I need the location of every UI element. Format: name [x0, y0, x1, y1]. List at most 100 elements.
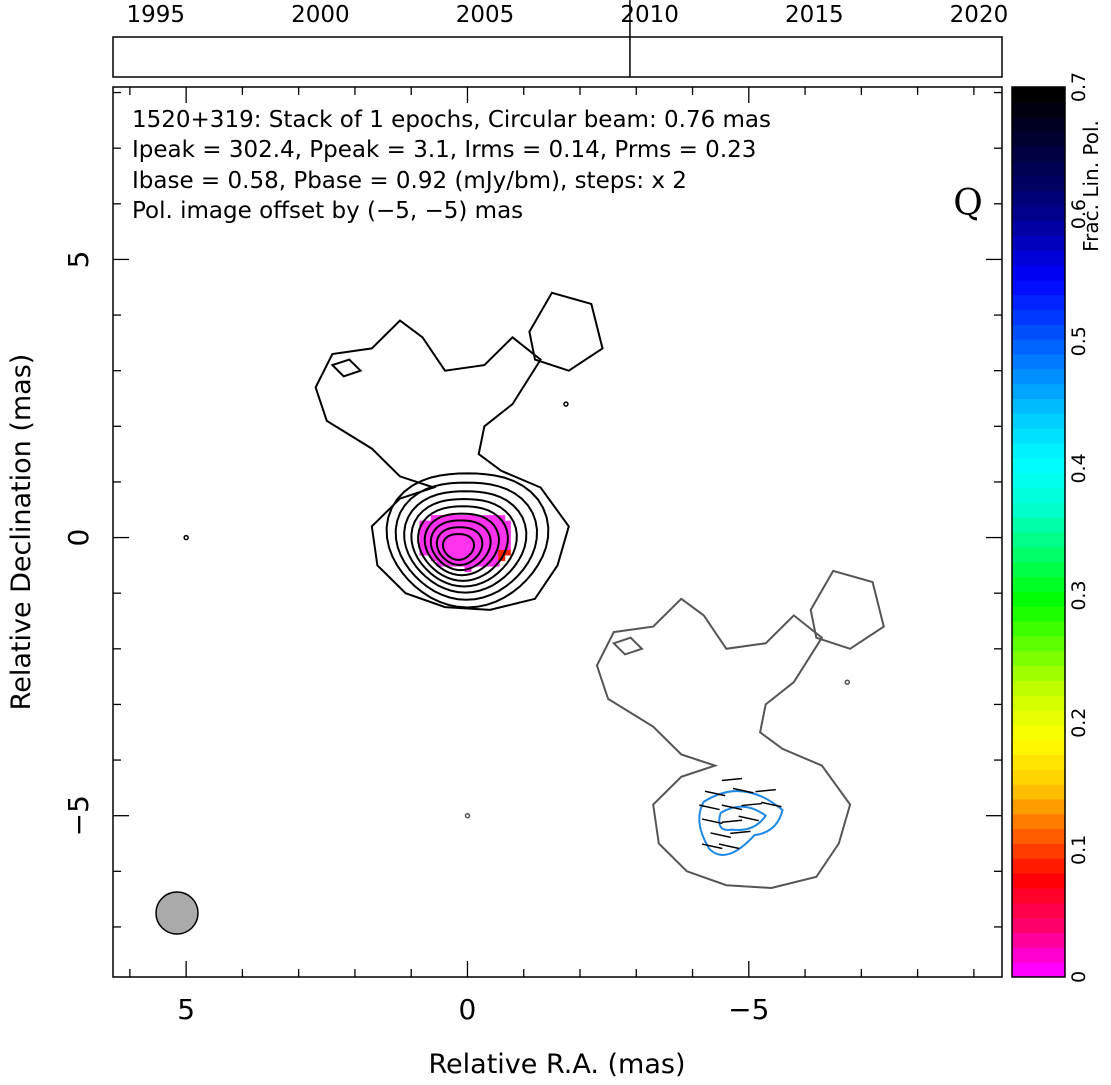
colorbar-swatch	[1012, 724, 1065, 741]
frac-pol-pixel	[453, 537, 461, 545]
frac-pol-pixel	[436, 537, 444, 545]
frac-pol-pixel	[436, 526, 444, 534]
colorbar-swatch	[1012, 145, 1065, 162]
x-tick-labels: 5 0 −5	[177, 993, 769, 1026]
evpa-tick	[701, 818, 723, 825]
colorbar-tick-label: 0	[1068, 971, 1090, 983]
colorbar-swatch	[1012, 175, 1065, 192]
frac-pol-pixel	[447, 520, 455, 528]
frac-pol-pixel	[464, 526, 472, 534]
plot-frame	[112, 86, 1003, 978]
colorbar-tick-label: 0.7	[1068, 72, 1090, 102]
colorbar-swatch	[1012, 309, 1065, 325]
colorbar-tick-label: 0.6	[1068, 199, 1090, 229]
colorbar-swatch	[1012, 131, 1065, 147]
colorbar-swatch	[1012, 116, 1065, 132]
colorbar-tick-label: 0.1	[1068, 835, 1090, 865]
frac-pol-pixel	[503, 548, 511, 556]
frac-pol-pixel	[458, 554, 466, 562]
frac-pol-pixel	[498, 515, 506, 523]
frac-pol-pixel	[458, 542, 466, 550]
colorbar-swatch	[1012, 323, 1065, 340]
stokes-i-contours-core	[183, 291, 604, 611]
colorbar-swatch	[1012, 516, 1065, 533]
colorbar-tick-label: 0.5	[1068, 326, 1090, 356]
evpa-tick	[741, 802, 762, 807]
frac-pol-pixel	[470, 531, 478, 539]
frac-pol-pixel	[486, 548, 494, 556]
frac-pol-pixel	[419, 531, 427, 539]
y-tick-label: 5	[62, 251, 95, 269]
frac-pol-pixel	[436, 542, 444, 550]
colorbar-swatch	[1012, 946, 1065, 963]
header-line-3: Ibase = 0.58, Pbase = 0.92 (mJy/bm), ste…	[132, 168, 687, 194]
colorbar-swatch	[1012, 457, 1065, 474]
evpa-tick	[730, 830, 751, 835]
y-tick-labels: 5 0 −5	[62, 251, 95, 837]
frac-pol-pixel	[447, 515, 455, 523]
map-panel: 5 0 −5 5 0 −5 1520+319: Stack of 1 epochs, C…	[6, 86, 1003, 1080]
frac-pol-pixel	[430, 515, 438, 523]
colorbar-swatch	[1012, 472, 1065, 488]
colorbar-swatch	[1012, 872, 1065, 889]
colorbar-swatch	[1012, 398, 1065, 414]
frac-pol-pixel	[503, 520, 511, 528]
frac-pol-pixel	[498, 526, 506, 534]
frac-pol-pixel	[481, 526, 489, 534]
epoch-year-label: 2005	[456, 2, 515, 28]
colorbar-swatch	[1012, 739, 1065, 755]
frac-pol-pixel	[464, 515, 472, 523]
colorbar-swatch	[1012, 279, 1065, 296]
frac-pol-pixel	[498, 542, 506, 550]
frac-pol-pixel	[441, 515, 449, 523]
colorbar-swatch	[1012, 679, 1065, 696]
colorbar-swatch	[1012, 843, 1065, 859]
frac-pol-pixel	[470, 520, 478, 528]
stokes-i-contour	[464, 812, 471, 819]
frac-pol-pixel	[441, 520, 449, 528]
frac-pol-pixel	[425, 542, 433, 550]
evpa-tick	[710, 832, 731, 839]
frac-pol-pixel	[458, 537, 466, 545]
evpa-tick	[721, 804, 743, 811]
colorbar-swatch	[1012, 264, 1065, 281]
frac-pol-pixel	[419, 537, 427, 545]
stokes-i-contour	[385, 472, 550, 609]
colorbar-swatch	[1012, 220, 1065, 236]
frac-pol-pixel	[475, 554, 483, 562]
y-tick-label: 0	[62, 529, 95, 547]
frac-pol-pixel	[441, 559, 449, 567]
colorbar-swatch	[1012, 487, 1065, 503]
frac-pol-pixel	[458, 515, 466, 523]
frac-pol-pixel	[419, 548, 427, 556]
frac-pol-pixel	[498, 520, 506, 528]
colorbar-frame	[1011, 86, 1066, 978]
frac-pol-pixel	[498, 548, 506, 556]
axis-ticks	[113, 87, 1002, 977]
colorbar-tick-label: 0.4	[1068, 453, 1090, 483]
stokes-i-contour	[183, 534, 189, 541]
frac-pol-pixel	[498, 531, 506, 539]
epoch-year-label: 2000	[291, 2, 350, 28]
colorbar-swatch	[1012, 590, 1065, 607]
y-axis-label: Relative Declination (mas)	[6, 354, 37, 711]
evpa-tick	[721, 777, 743, 782]
colorbar-swatch	[1012, 694, 1065, 711]
frac-pol-pixel	[492, 531, 500, 539]
frac-pol-pixel	[441, 554, 449, 562]
colorbar-swatch	[1012, 412, 1065, 429]
frac-pol-pixel	[430, 537, 438, 545]
colorbar-swatch	[1012, 576, 1065, 592]
stokes-i-contour	[528, 291, 604, 372]
colorbar-swatch	[1012, 383, 1065, 399]
stokes-i-contour	[330, 358, 363, 378]
header-line-1: 1520+319: Stack of 1 epochs, Circular be…	[132, 107, 771, 133]
frac-pol-pixel	[492, 520, 500, 528]
colorbar-swatch	[1012, 917, 1065, 933]
epoch-strip-frame	[112, 36, 1003, 78]
colorbar-swatches	[1012, 86, 1065, 978]
colorbar-swatch	[1012, 501, 1065, 518]
stokes-i-contour	[441, 533, 475, 561]
stokes-i-contour	[563, 401, 569, 407]
colorbar: 0 0.1 0.2 0.3 0.4 0.5 0.6 0.7 Frac. Lin. Pol.	[1011, 72, 1103, 983]
